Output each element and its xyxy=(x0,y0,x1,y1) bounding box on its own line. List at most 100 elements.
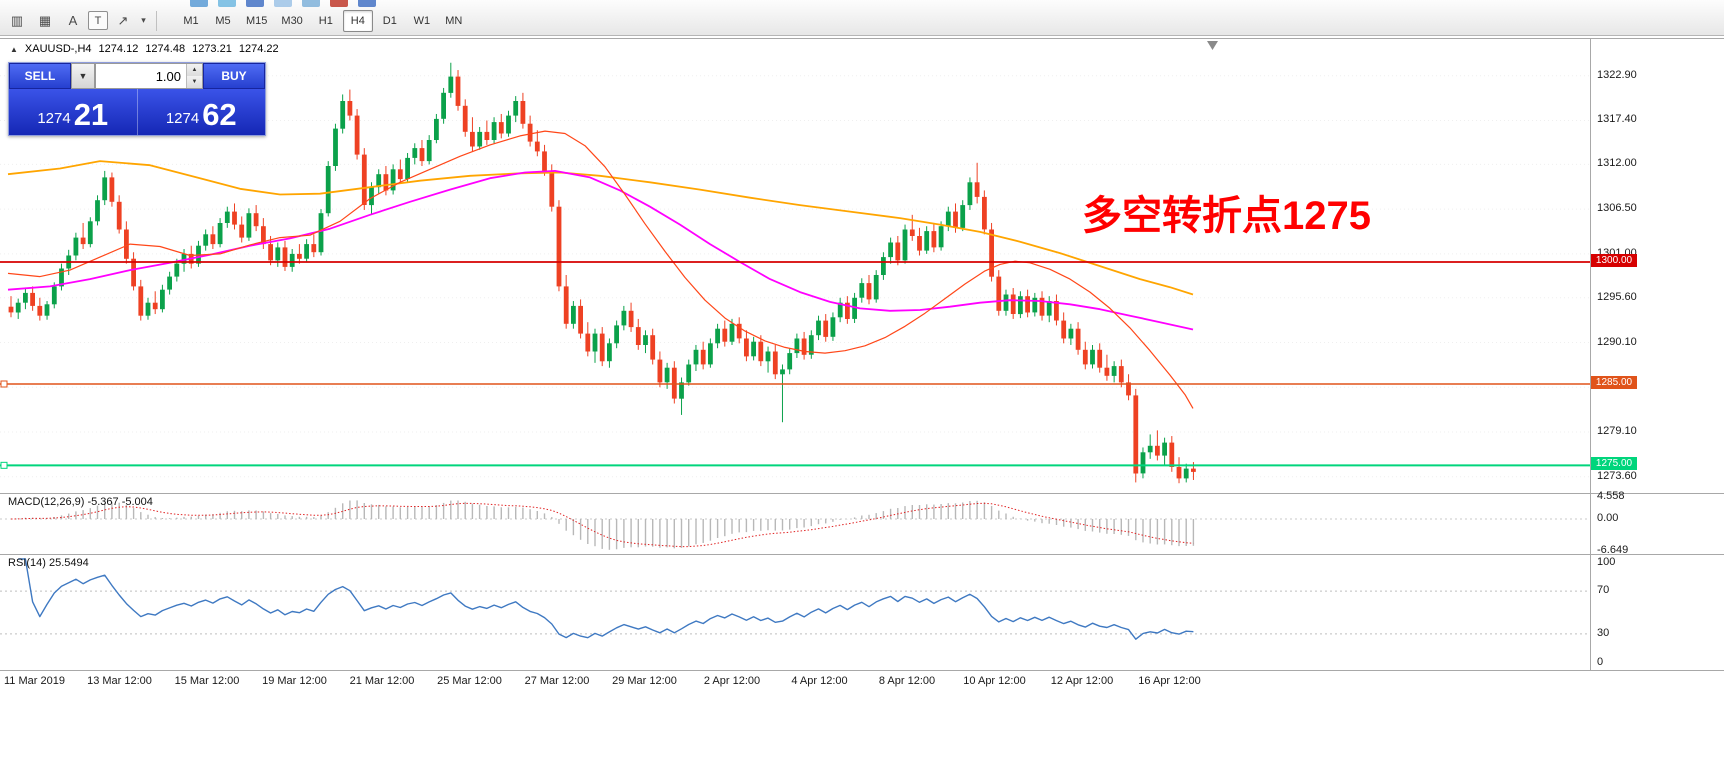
candle-body xyxy=(585,333,591,352)
candle-body xyxy=(390,169,396,191)
candle-body xyxy=(448,76,454,93)
rsi-line xyxy=(18,558,1194,640)
candle-body xyxy=(124,229,129,259)
toolbar-separator xyxy=(156,10,157,31)
candle-body xyxy=(996,276,1002,311)
candle-body xyxy=(700,349,706,365)
sell-price-pips: 21 xyxy=(73,97,109,132)
candle-body xyxy=(383,174,389,191)
candle-body xyxy=(311,244,317,253)
candle-body xyxy=(823,320,829,337)
candle-body xyxy=(397,169,403,180)
candle-body xyxy=(217,223,223,245)
candle-body xyxy=(837,302,843,318)
timeframe-button-m30[interactable]: M30 xyxy=(281,14,303,27)
candle-body xyxy=(902,229,908,261)
candle-body xyxy=(8,306,14,313)
candle-body xyxy=(1039,297,1045,316)
candle-body xyxy=(325,166,331,214)
candle-body xyxy=(808,335,814,355)
candle-body xyxy=(59,268,64,287)
candle-body xyxy=(1018,296,1023,315)
candle-body xyxy=(484,131,490,140)
candle-body xyxy=(924,231,930,251)
candle-body xyxy=(1183,468,1189,479)
timeframe-button-m15[interactable]: M15 xyxy=(246,14,268,27)
buy-price-main: 1274 xyxy=(165,109,200,127)
line-handle[interactable] xyxy=(0,461,8,469)
candle-body xyxy=(599,333,605,362)
volume-increase-button[interactable]: ▲ xyxy=(187,64,202,76)
text-box-icon[interactable]: T xyxy=(88,11,108,30)
timeframe-button-h4[interactable]: H4 xyxy=(342,9,373,32)
volume-dropdown-button[interactable]: ▼ xyxy=(71,63,95,89)
buy-price-display[interactable]: 1274 62 xyxy=(136,89,265,135)
chevron-down-icon[interactable]: ▾ xyxy=(141,15,146,25)
candle-body xyxy=(441,92,446,119)
candle-body xyxy=(989,229,994,277)
candle-body xyxy=(513,101,519,116)
candle-body xyxy=(239,224,245,238)
chart-shift-marker-icon xyxy=(1207,41,1218,50)
chart-marker-icon: ▲ xyxy=(10,44,18,54)
timeframe-button-m1[interactable]: M1 xyxy=(183,14,199,27)
timeframe-button-w1[interactable]: W1 xyxy=(413,14,431,27)
candle-body xyxy=(232,211,237,225)
candle-body xyxy=(268,244,273,261)
candle-body xyxy=(174,263,180,277)
candle-body xyxy=(1032,297,1038,313)
candle-body xyxy=(1176,467,1182,479)
candle-body xyxy=(657,359,663,383)
candle-body xyxy=(1003,294,1009,311)
buy-button[interactable]: BUY xyxy=(203,63,265,89)
candle-body xyxy=(15,302,21,313)
candle-body xyxy=(462,105,468,132)
toolbar-cutoff-icon xyxy=(302,0,320,7)
buy-price-pips: 62 xyxy=(202,97,237,132)
sell-price-display[interactable]: 1274 21 xyxy=(9,89,137,135)
candle-body xyxy=(607,343,612,362)
chart-annotation-text[interactable]: 多空转折点1275 xyxy=(1082,194,1371,238)
candle-body xyxy=(210,234,216,245)
candle-body xyxy=(534,141,540,152)
timeframe-button-d1[interactable]: D1 xyxy=(382,14,397,27)
volume-field: ▲ ▼ xyxy=(95,63,203,89)
line-studies-icon[interactable]: ↗ xyxy=(117,12,129,28)
candle-body xyxy=(845,302,850,319)
candle-body xyxy=(866,283,872,300)
low-value: 1273.21 xyxy=(192,43,232,55)
candle-body xyxy=(751,341,756,357)
candle-body xyxy=(369,187,374,206)
timeframe-button-h1[interactable]: H1 xyxy=(318,14,333,27)
ma-fast-red-line xyxy=(7,130,1194,409)
timeframe-button-m5[interactable]: M5 xyxy=(215,14,231,27)
timeframes-toolbar: M1 M5 M15 M30 H1 H4 D1 W1 MN xyxy=(176,8,469,33)
candle-body xyxy=(744,338,749,357)
candle-body xyxy=(614,325,619,344)
chart-ohlc-header: ▲ XAUUSD-,H4 1274.12 1274.48 1273.21 127… xyxy=(10,43,279,55)
candle-body xyxy=(361,154,367,205)
candle-body xyxy=(1097,349,1103,368)
candle-body xyxy=(563,286,569,324)
sell-button[interactable]: SELL xyxy=(9,63,71,89)
candle-body xyxy=(736,323,742,339)
text-label-icon[interactable]: A xyxy=(68,13,78,28)
candle-body xyxy=(412,148,418,158)
line-handle[interactable] xyxy=(0,380,8,388)
candle-body xyxy=(181,253,187,264)
candle-body xyxy=(44,304,50,316)
candle-body xyxy=(109,177,115,202)
volume-decrease-button[interactable]: ▼ xyxy=(187,76,202,88)
candle-body xyxy=(664,367,670,383)
one-click-trading-panel: SELL ▼ ▲ ▼ BUY 1274 21 1274 62 xyxy=(8,62,266,136)
chart-type-icon[interactable]: ▥ xyxy=(10,12,24,28)
candle-body xyxy=(1155,445,1160,456)
volume-input[interactable] xyxy=(96,64,186,88)
candle-body xyxy=(477,131,483,147)
grid-icon[interactable]: ▦ xyxy=(38,12,52,28)
candle-body xyxy=(527,123,533,142)
timeframe-button-mn[interactable]: MN xyxy=(445,14,463,27)
candle-body xyxy=(1118,366,1124,383)
candle-body xyxy=(506,115,511,134)
